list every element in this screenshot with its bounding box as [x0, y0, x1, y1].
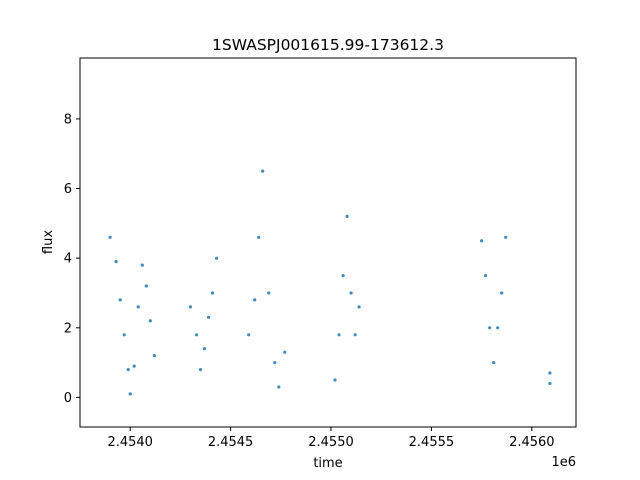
x-tick-label: 2.4545 [208, 435, 254, 450]
data-point [337, 333, 341, 337]
data-point [194, 333, 199, 337]
data-point [128, 392, 132, 396]
y-tick-label: 6 [64, 182, 72, 197]
data-point [357, 305, 361, 309]
data-point [500, 291, 504, 295]
data-point [202, 347, 207, 351]
data-point [144, 284, 148, 288]
data-point [108, 235, 112, 239]
data-point [548, 371, 552, 375]
x-axis: 2.4540 2.4545 2.4550 2.4555 2.4560 [107, 427, 555, 450]
data-point [283, 350, 287, 354]
data-point [349, 291, 353, 295]
data-point [353, 333, 357, 337]
data-point [261, 169, 265, 173]
x-tick-label: 2.4560 [509, 435, 555, 450]
x-axis-title: time [313, 456, 342, 471]
data-point [210, 291, 215, 295]
data-point [484, 274, 488, 278]
scatter-series [108, 169, 552, 396]
data-point [122, 333, 126, 337]
data-point [118, 298, 122, 302]
data-point [148, 319, 152, 323]
data-point [126, 368, 130, 372]
data-point [257, 235, 261, 239]
data-point [206, 315, 211, 319]
data-point [277, 385, 281, 389]
data-point [114, 260, 118, 264]
y-tick-label: 2 [64, 321, 72, 336]
y-tick-label: 0 [64, 391, 72, 406]
data-point [548, 381, 552, 386]
data-point [496, 326, 500, 330]
data-point [247, 333, 251, 337]
data-point [140, 263, 144, 267]
data-point [253, 298, 257, 302]
y-axis-title: flux [41, 230, 56, 254]
data-point [132, 364, 136, 368]
y-axis: 0 2 4 6 8 [64, 112, 80, 406]
data-point [273, 361, 277, 365]
x-tick-label: 2.4550 [308, 435, 354, 450]
y-tick-label: 4 [64, 252, 72, 267]
x-tick-label: 2.4555 [409, 435, 455, 450]
data-point [152, 354, 156, 358]
data-point [492, 361, 496, 365]
data-point [480, 239, 484, 243]
data-point [345, 214, 349, 218]
y-tick-label: 8 [64, 112, 72, 127]
data-point [341, 274, 345, 278]
data-point [215, 256, 219, 260]
plot-area-frame [79, 57, 577, 428]
data-point [333, 378, 337, 382]
data-point [504, 235, 508, 239]
data-point [188, 305, 192, 309]
x-axis-offset-label: 1e6 [551, 455, 576, 470]
x-tick-label: 2.4540 [107, 435, 153, 450]
chart-title: 1SWASPJ001615.99-173612.3 [212, 36, 444, 54]
data-point [488, 326, 492, 330]
data-point [198, 368, 203, 372]
data-point [136, 305, 140, 309]
data-point [267, 291, 271, 295]
